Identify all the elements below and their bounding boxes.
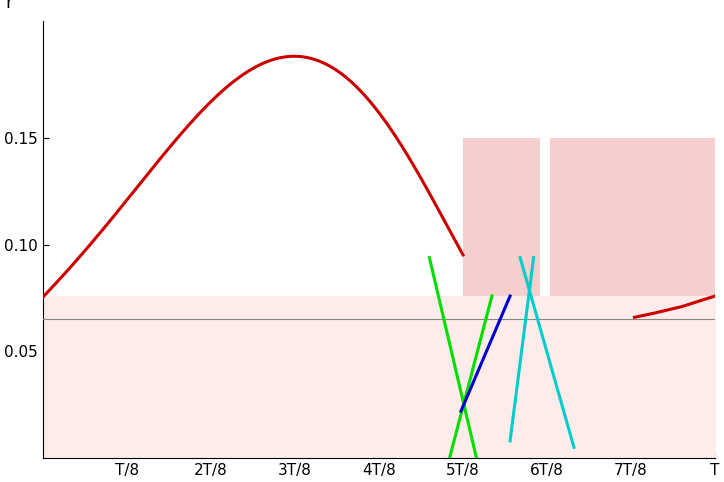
Bar <box>550 138 715 458</box>
Y-axis label: r: r <box>5 0 13 13</box>
Bar <box>463 138 540 458</box>
